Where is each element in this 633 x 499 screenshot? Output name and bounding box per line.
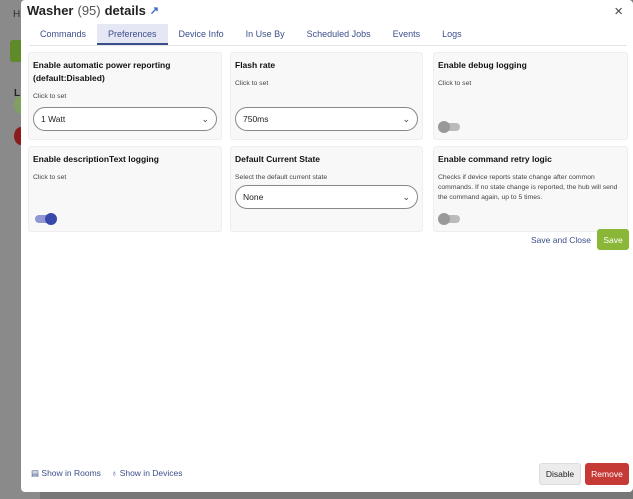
preference-hint: Checks if device reports state change af… [438, 174, 618, 201]
show-in-rooms-label: Show in Rooms [41, 468, 101, 478]
tab-commands[interactable]: Commands [40, 29, 87, 39]
preference-toggle[interactable] [438, 213, 460, 225]
tab-logs[interactable]: Logs [442, 29, 462, 39]
device-id: (95) [77, 3, 101, 18]
select-value: 1 Watt [41, 114, 66, 124]
show-in-rooms-link[interactable]: ▤ Show in Rooms [31, 468, 101, 479]
device-name: Washer [27, 3, 74, 18]
show-in-devices-link[interactable]: ♁ Show in Devices [111, 468, 183, 479]
save-and-close-button[interactable]: Save and Close [531, 235, 592, 245]
room-icon: ▤ [31, 468, 40, 478]
title-suffix: details [104, 3, 146, 18]
disable-button[interactable]: Disable [539, 463, 581, 485]
preference-card: Enable automatic power reporting (defaul… [28, 52, 222, 140]
tab-in-use-by[interactable]: In Use By [245, 29, 285, 39]
lightbulb-icon: ♁ [110, 468, 118, 478]
preference-card: Enable command retry logic Checks if devi… [433, 146, 628, 232]
chevron-down-icon: ⌄ [402, 192, 410, 202]
preference-card: Enable descriptionText logging Click to s… [28, 146, 222, 232]
preference-title: Flash rate [235, 60, 276, 70]
toggle-knob [438, 121, 450, 133]
show-in-devices-label: Show in Devices [119, 468, 183, 478]
preference-hint: Click to set [33, 174, 67, 181]
tab-bar: Commands Preferences Device Info In Use By S… [29, 24, 627, 46]
tab-scheduled-jobs[interactable]: Scheduled Jobs [306, 29, 371, 39]
preference-title: Enable command retry logic [438, 154, 552, 164]
preference-toggle[interactable] [35, 213, 57, 225]
select-value: None [243, 192, 264, 202]
toggle-knob [45, 213, 57, 225]
chevron-down-icon: ⌄ [201, 114, 209, 124]
dialog-title: Washer (95) details ↗ [27, 3, 159, 18]
close-icon[interactable]: × [614, 3, 623, 20]
external-link-icon[interactable]: ↗ [149, 5, 160, 17]
preference-title: Default Current State [235, 154, 321, 164]
preference-select[interactable]: 750ms ⌄ [235, 107, 418, 131]
preference-title: Enable debug logging [438, 60, 527, 70]
device-details-dialog: Washer (95) details ↗ × Commands Preferen… [21, 0, 633, 492]
bg-letter: H [13, 9, 21, 20]
preference-select[interactable]: None ⌄ [235, 185, 418, 209]
select-value: 750ms [243, 114, 269, 124]
tab-preferences[interactable]: Preferences [97, 24, 168, 45]
preference-title: Enable automatic power reporting (defaul… [33, 60, 171, 83]
preference-card: Flash rate Click to set 750ms ⌄ [230, 52, 423, 140]
preference-hint: Click to set [33, 93, 67, 100]
save-button[interactable]: Save [597, 229, 629, 250]
preference-hint: Click to set [438, 80, 472, 87]
bg-letter: L [14, 88, 21, 99]
remove-button[interactable]: Remove [585, 463, 629, 485]
preference-card: Enable debug logging Click to set [433, 52, 628, 140]
preference-card: Default Current State Select the default … [230, 146, 423, 232]
preference-select[interactable]: 1 Watt ⌄ [33, 107, 217, 131]
footer-links: ▤ Show in Rooms ♁ Show in Devices [31, 468, 183, 479]
toggle-knob [438, 213, 450, 225]
preference-title: Enable descriptionText logging [33, 154, 159, 164]
chevron-down-icon: ⌄ [402, 114, 410, 124]
tab-events[interactable]: Events [392, 29, 421, 39]
preference-hint: Click to set [235, 80, 269, 87]
tab-device-info[interactable]: Device Info [178, 29, 224, 39]
preference-hint: Select the default current state [235, 174, 328, 181]
preference-toggle[interactable] [438, 121, 460, 133]
